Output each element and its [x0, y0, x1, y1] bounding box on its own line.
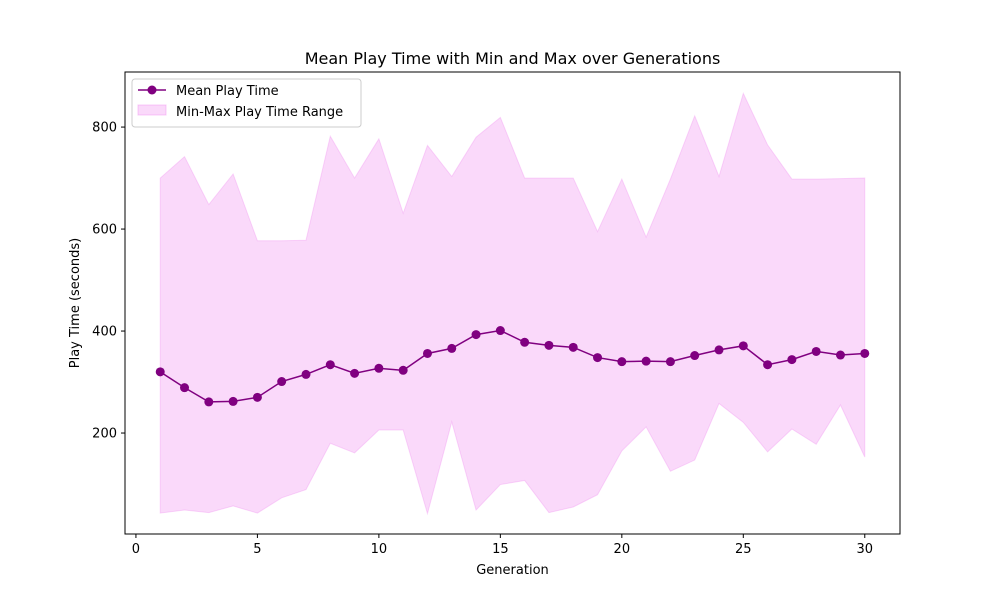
- mean-point-gen-29: [835, 350, 845, 360]
- mean-point-gen-1: [155, 367, 165, 377]
- mean-play-time-line: [159, 329, 865, 403]
- x-tick-label: 10: [371, 542, 388, 557]
- x-axis-ticks: 0 5 10 15 20 25 30: [132, 534, 873, 557]
- mean-point-gen-5: [252, 392, 262, 402]
- y-tick-label: 800: [92, 121, 117, 136]
- min-max-range-band: [159, 92, 866, 516]
- legend-box: [131, 78, 362, 128]
- mean-point-gen-26: [763, 360, 773, 370]
- y-tick-label: 600: [92, 223, 117, 238]
- mean-point-gen-23: [690, 351, 700, 361]
- mean-point-gen-8: [325, 360, 335, 370]
- mean-point-gen-7: [301, 369, 311, 379]
- mean-point-gen-2: [180, 383, 190, 393]
- mean-point-gen-22: [665, 357, 675, 367]
- mean-point-gen-27: [787, 355, 797, 365]
- mean-point-gen-21: [641, 356, 651, 366]
- mean-point-gen-19: [593, 353, 603, 363]
- mean-point-gen-24: [714, 345, 724, 355]
- x-tick-label: 30: [856, 542, 873, 557]
- x-tick-label: 20: [614, 542, 631, 557]
- legend: Mean Play Time Min-Max Play Time Range: [131, 78, 362, 128]
- mean-point-gen-10: [374, 363, 384, 373]
- mean-point-gen-11: [398, 365, 408, 375]
- mean-point-gen-30: [860, 348, 870, 358]
- legend-mean-label: Mean Play Time: [176, 84, 279, 99]
- mean-point-gen-28: [811, 346, 821, 356]
- mean-point-gen-4: [228, 396, 238, 406]
- mean-line-layer: [159, 329, 865, 403]
- mean-marker-layer: [155, 326, 870, 407]
- y-tick-label: 200: [92, 427, 117, 442]
- legend-range-label: Min-Max Play Time Range: [176, 105, 343, 120]
- mean-point-gen-18: [568, 342, 578, 352]
- mean-point-gen-17: [544, 340, 554, 350]
- plot-frame: [124, 71, 901, 535]
- mean-point-gen-3: [204, 397, 214, 407]
- x-tick-label: 0: [132, 542, 140, 557]
- chart-title: Mean Play Time with Min and Max over Gen…: [305, 49, 721, 68]
- mean-point-gen-12: [422, 348, 432, 358]
- mean-point-gen-20: [617, 357, 627, 367]
- legend-band-swatch: [137, 104, 167, 116]
- x-tick-label: 25: [735, 542, 752, 557]
- mean-point-gen-13: [447, 343, 457, 353]
- mean-point-gen-6: [277, 377, 287, 387]
- x-tick-label: 15: [492, 542, 509, 557]
- y-tick-label: 400: [92, 325, 117, 340]
- y-axis-label: Play Time (seconds): [68, 238, 83, 368]
- mean-point-gen-9: [350, 368, 360, 378]
- mean-point-gen-16: [520, 337, 530, 347]
- x-tick-label: 5: [253, 542, 261, 557]
- mean-point-gen-15: [495, 326, 505, 336]
- mean-point-gen-14: [471, 330, 481, 340]
- x-axis-label: Generation: [476, 563, 549, 578]
- mean-point-gen-25: [738, 341, 748, 351]
- legend-mean-marker-swatch: [147, 85, 157, 95]
- range-band-layer: [159, 92, 866, 516]
- y-axis-ticks: 200 400 600 800: [92, 121, 125, 442]
